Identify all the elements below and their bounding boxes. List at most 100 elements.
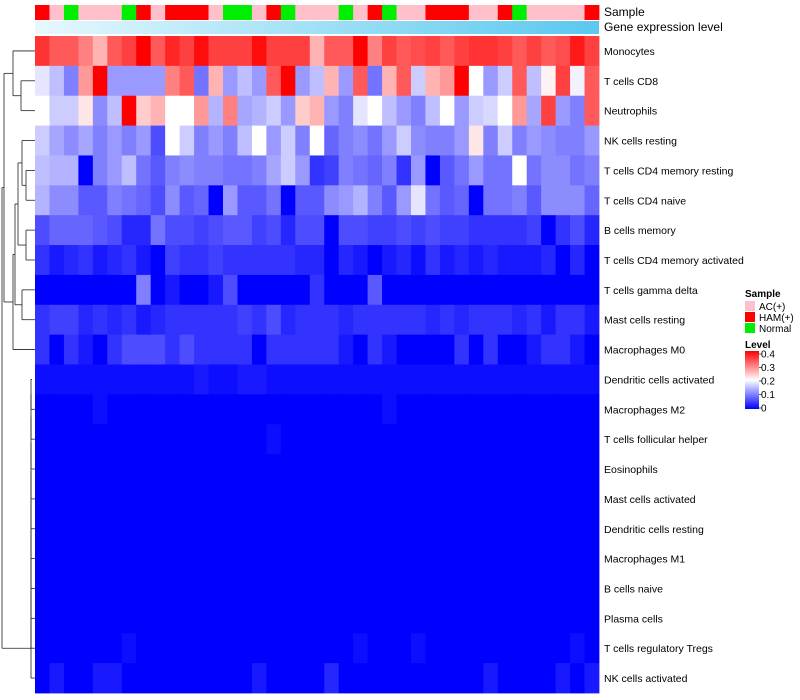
heatmap-cell xyxy=(165,125,181,156)
heatmap-cell xyxy=(165,334,181,365)
heatmap-cell xyxy=(512,155,528,186)
heatmap-cell xyxy=(165,424,181,455)
heatmap-cell xyxy=(324,663,340,694)
heatmap-cell xyxy=(121,245,137,276)
heatmap-cell xyxy=(584,155,600,186)
heatmap-cell xyxy=(497,513,513,545)
heatmap-cell xyxy=(497,543,513,574)
heatmap-cell xyxy=(179,155,195,186)
heatmap-cell xyxy=(35,543,50,574)
heatmap-cell xyxy=(396,125,412,156)
heatmap-cell xyxy=(338,185,354,216)
sample-cell xyxy=(179,5,195,20)
heatmap-cell xyxy=(136,543,152,574)
heatmap-cell xyxy=(194,36,209,67)
heatmap-cell xyxy=(208,394,224,425)
heatmap-cell xyxy=(353,543,369,574)
heatmap-cell xyxy=(63,424,79,455)
heatmap-cell xyxy=(309,454,325,485)
heatmap-cell xyxy=(439,215,455,246)
heatmap-cell xyxy=(541,483,557,515)
heatmap-cell xyxy=(179,543,195,574)
heatmap-cell xyxy=(382,364,397,395)
heatmap-cell xyxy=(78,364,94,395)
heatmap-cell xyxy=(411,215,426,246)
heatmap-cell xyxy=(194,364,209,395)
heatmap-cell xyxy=(396,364,412,395)
heatmap-cell xyxy=(454,274,470,306)
heatmap-cell xyxy=(324,513,340,545)
heatmap-cell xyxy=(92,603,108,634)
heatmap-cell xyxy=(483,573,499,604)
heatmap-cell xyxy=(309,633,325,664)
heatmap-cell xyxy=(353,364,369,395)
heatmap-cell xyxy=(338,483,354,515)
heatmap-cell xyxy=(497,603,513,634)
heatmap-cell xyxy=(35,513,50,545)
heatmap-cell xyxy=(468,245,484,276)
heatmap-cell xyxy=(382,394,397,425)
heatmap-cell xyxy=(107,633,123,664)
heatmap-cell xyxy=(353,513,369,545)
heatmap-cell xyxy=(526,155,542,186)
heatmap-cell xyxy=(353,573,369,604)
heatmap-cell xyxy=(439,483,455,515)
heatmap-cell xyxy=(107,454,123,485)
heatmap-cell xyxy=(570,603,585,634)
heatmap-cell xyxy=(223,454,238,485)
heatmap-cell xyxy=(237,334,253,365)
heatmap-cell xyxy=(541,155,557,186)
heatmap-cell xyxy=(266,513,282,545)
heatmap-cell xyxy=(584,334,600,365)
sample-cell xyxy=(165,5,181,20)
heatmap-cell xyxy=(35,65,50,97)
heatmap-cell xyxy=(295,424,311,455)
heatmap-cell xyxy=(541,573,557,604)
heatmap-cell xyxy=(63,215,79,246)
heatmap-cell xyxy=(497,274,513,306)
heatmap-cell xyxy=(353,603,369,634)
heatmap-cell xyxy=(78,454,94,485)
heatmap-cell xyxy=(150,125,166,156)
heatmap-cell xyxy=(468,185,484,216)
heatmap-cell xyxy=(512,125,528,156)
heatmap-cell xyxy=(208,304,224,336)
heatmap-cell xyxy=(208,543,224,574)
heatmap-cell xyxy=(353,663,369,694)
heatmap-cell xyxy=(194,633,209,664)
sample-cell xyxy=(309,5,325,20)
heatmap-cell xyxy=(251,633,267,664)
heatmap-cell xyxy=(35,573,50,604)
sample-cell xyxy=(526,5,542,20)
heatmap-cell xyxy=(49,573,65,604)
heatmap-cell xyxy=(425,364,441,395)
heatmap-cell xyxy=(150,155,166,186)
heatmap-cell xyxy=(208,215,224,246)
heatmap-cell xyxy=(541,215,557,246)
sample-cell xyxy=(107,5,123,20)
heatmap-cell xyxy=(468,513,484,545)
heatmap-cell xyxy=(49,543,65,574)
heatmap-cell xyxy=(425,573,441,604)
heatmap-cell xyxy=(584,633,600,664)
heatmap-cell xyxy=(555,633,571,664)
heatmap-cell xyxy=(107,155,123,186)
heatmap-cell xyxy=(570,65,585,97)
legend-tick-label: 0.3 xyxy=(761,363,775,374)
heatmap-cell xyxy=(78,334,94,365)
heatmap-cell xyxy=(208,483,224,515)
heatmap-cell xyxy=(165,543,181,574)
legend-level-colorbar xyxy=(745,351,759,409)
heatmap-cell xyxy=(49,125,65,156)
heatmap-cell xyxy=(251,245,267,276)
row-label: Dendritic cells resting xyxy=(604,524,704,536)
heatmap-cell xyxy=(338,573,354,604)
heatmap-cell xyxy=(78,394,94,425)
heatmap-cell xyxy=(223,573,238,604)
heatmap-cell xyxy=(251,334,267,365)
heatmap-cell xyxy=(121,36,137,67)
heatmap-cell xyxy=(49,394,65,425)
heatmap-cell xyxy=(237,633,253,664)
heatmap-cell xyxy=(338,215,354,246)
heatmap-cell xyxy=(439,125,455,156)
